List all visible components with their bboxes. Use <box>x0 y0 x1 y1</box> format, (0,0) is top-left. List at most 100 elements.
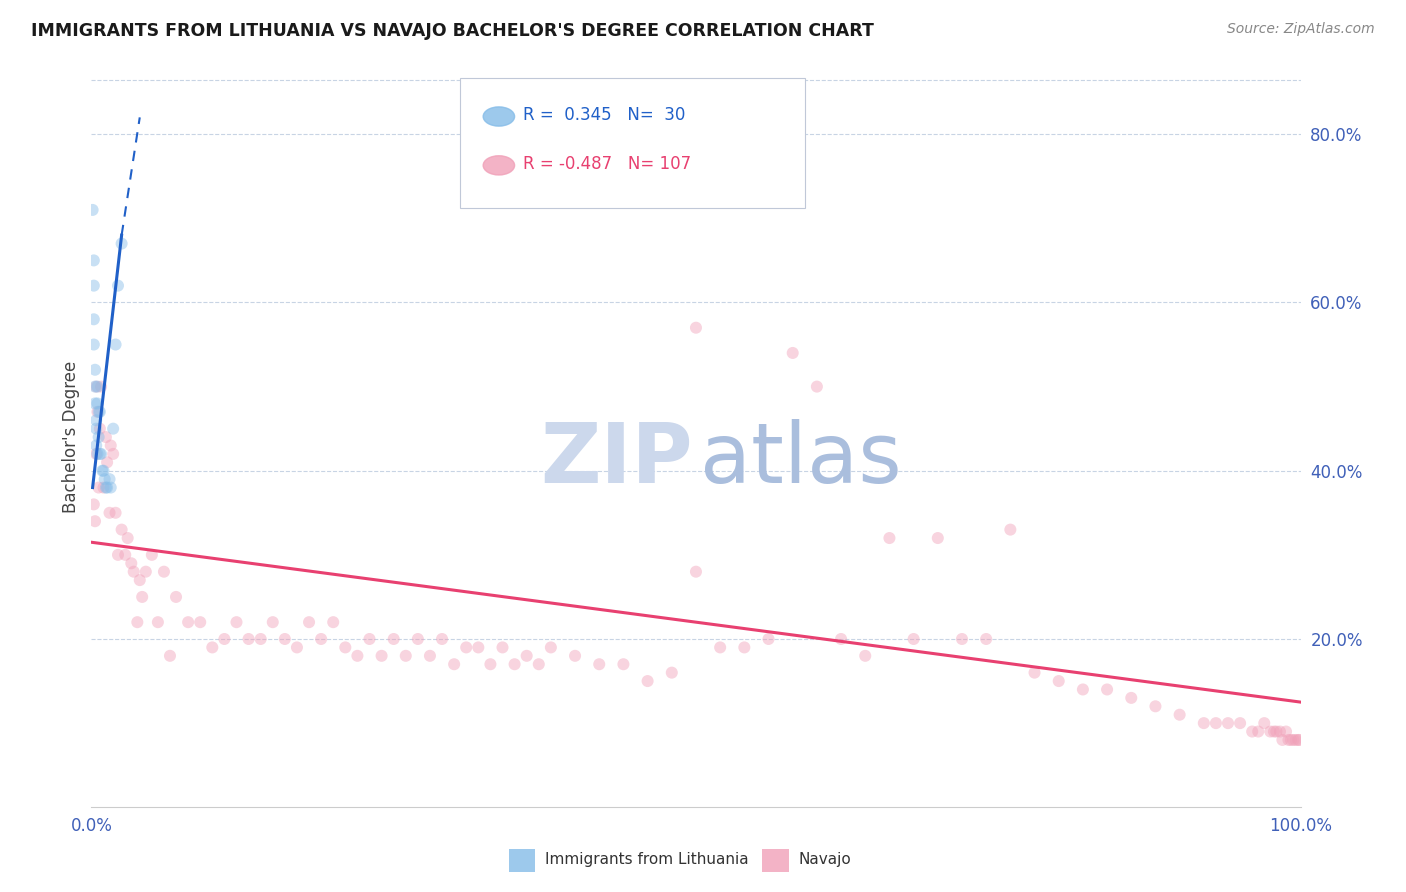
Point <box>96 481 118 495</box>
Text: Immigrants from Lithuania: Immigrants from Lithuania <box>544 852 748 867</box>
Point <box>177 615 200 630</box>
Point <box>527 657 550 672</box>
Point <box>87 430 110 444</box>
Point <box>165 590 187 604</box>
Point <box>1247 724 1270 739</box>
Circle shape <box>484 107 515 126</box>
Point <box>87 481 110 495</box>
Point <box>104 337 127 351</box>
Point <box>100 481 122 495</box>
Point <box>612 657 634 672</box>
Bar <box>762 848 789 872</box>
Point <box>141 548 163 562</box>
Point <box>588 657 610 672</box>
Point <box>322 615 344 630</box>
Point <box>1282 733 1305 747</box>
Point <box>82 202 104 217</box>
Point <box>238 632 260 646</box>
Point <box>370 648 392 663</box>
Point <box>1121 690 1143 705</box>
Point <box>830 632 852 646</box>
Point <box>709 640 731 655</box>
Point <box>733 640 755 655</box>
Point <box>84 447 107 461</box>
Point <box>406 632 429 646</box>
Point <box>153 565 176 579</box>
Point <box>93 472 115 486</box>
Point <box>479 657 502 672</box>
Point <box>188 615 211 630</box>
Point <box>83 312 105 326</box>
Point <box>83 278 105 293</box>
Point <box>879 531 901 545</box>
Point <box>1277 733 1299 747</box>
Point <box>359 632 381 646</box>
Point <box>86 379 108 393</box>
Point <box>419 648 441 663</box>
Point <box>516 648 538 663</box>
Point <box>430 632 453 646</box>
Point <box>84 379 107 393</box>
Point <box>225 615 247 630</box>
Text: Source: ZipAtlas.com: Source: ZipAtlas.com <box>1227 22 1375 37</box>
Point <box>1275 724 1298 739</box>
Point <box>1168 707 1191 722</box>
Point <box>467 640 489 655</box>
Point <box>1144 699 1167 714</box>
Point <box>91 464 114 478</box>
Point <box>1024 665 1046 680</box>
Point <box>84 413 107 427</box>
Point <box>128 573 150 587</box>
Point <box>131 590 153 604</box>
Point <box>84 363 107 377</box>
Point <box>117 531 139 545</box>
Point <box>685 565 707 579</box>
Point <box>1268 724 1291 739</box>
Bar <box>509 848 536 872</box>
Text: Navajo: Navajo <box>799 852 852 867</box>
Point <box>346 648 368 663</box>
Point <box>540 640 562 655</box>
Point <box>84 514 107 528</box>
Y-axis label: Bachelor's Degree: Bachelor's Degree <box>62 361 80 513</box>
Point <box>335 640 357 655</box>
Point <box>214 632 236 646</box>
Point <box>927 531 949 545</box>
Point <box>1000 523 1022 537</box>
Point <box>1286 733 1309 747</box>
Point <box>661 665 683 680</box>
Point <box>1271 733 1294 747</box>
Point <box>903 632 925 646</box>
Point <box>93 464 115 478</box>
Point <box>89 405 111 419</box>
Point <box>87 405 110 419</box>
Point <box>1279 733 1302 747</box>
Point <box>1095 682 1118 697</box>
Point <box>685 320 707 334</box>
Point <box>1285 733 1308 747</box>
Point <box>114 548 136 562</box>
Point <box>564 648 586 663</box>
Point <box>443 657 465 672</box>
Point <box>122 565 145 579</box>
Text: ZIP: ZIP <box>540 418 692 500</box>
Point <box>782 346 804 360</box>
Point <box>84 438 107 452</box>
Point <box>1265 724 1288 739</box>
Point <box>96 455 118 469</box>
Point <box>1071 682 1094 697</box>
Point <box>83 337 105 351</box>
Point <box>146 615 169 630</box>
Point <box>395 648 418 663</box>
Text: IMMIGRANTS FROM LITHUANIA VS NAVAJO BACHELOR'S DEGREE CORRELATION CHART: IMMIGRANTS FROM LITHUANIA VS NAVAJO BACH… <box>31 22 873 40</box>
Point <box>127 615 149 630</box>
Point <box>758 632 780 646</box>
Point <box>83 497 105 511</box>
Point <box>637 674 659 689</box>
FancyBboxPatch shape <box>460 78 804 208</box>
Point <box>298 615 321 630</box>
Circle shape <box>484 156 515 175</box>
Point <box>111 236 132 251</box>
Point <box>159 648 181 663</box>
Point <box>201 640 224 655</box>
